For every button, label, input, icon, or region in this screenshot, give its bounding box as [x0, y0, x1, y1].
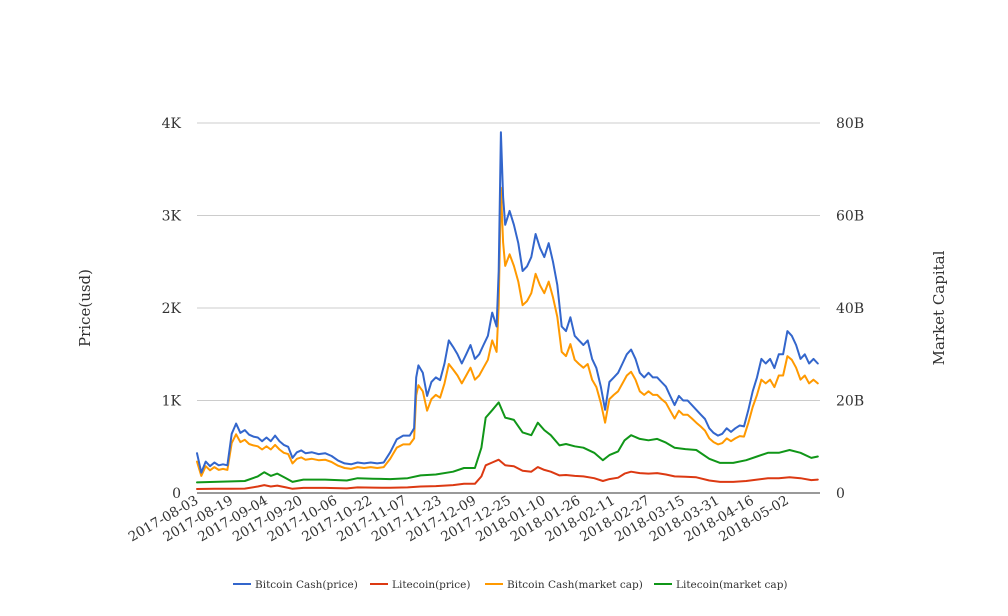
left-y-tick-label: 0: [172, 486, 181, 502]
left-y-tick-label: 1K: [162, 394, 182, 410]
left-y-axis-title: Price(usd): [76, 269, 94, 347]
litecoin-market-cap-line: [196, 401, 819, 484]
series-lines: [196, 131, 819, 490]
left-y-tick-label: 3K: [162, 209, 182, 225]
right-y-tick-label: 60B: [836, 209, 864, 225]
gridlines: [197, 122, 820, 494]
x-axis-ticks: 2017-08-032017-08-192017-09-042017-09-20…: [126, 493, 792, 546]
right-y-axis-title: Market Capital: [930, 250, 948, 365]
left-y-tick-label: 4K: [162, 116, 182, 132]
right-y-tick-label: 80B: [836, 116, 864, 132]
right-y-tick-label: 40B: [836, 301, 864, 317]
legend: Bitcoin Cash(price) Litecoin(price) Bitcoi…: [233, 579, 788, 591]
right-y-axis-ticks: 0 20B 40B 60B 80B: [836, 116, 864, 502]
litecoin-price-line: [196, 458, 819, 490]
left-y-tick-label: 2K: [162, 301, 182, 317]
left-y-axis-ticks: 0 1K 2K 3K 4K: [162, 116, 182, 502]
right-y-tick-label: 0: [836, 486, 845, 502]
right-y-tick-label: 20B: [836, 394, 864, 410]
legend-label: Bitcoin Cash(market cap): [507, 579, 643, 591]
legend-label: Litecoin(price): [392, 579, 470, 591]
bitcoin-cash-market-cap-line: [196, 186, 819, 477]
legend-label: Litecoin(market cap): [676, 579, 788, 591]
legend-label: Bitcoin Cash(price): [255, 579, 358, 591]
bitcoin-cash-price-line: [196, 131, 819, 474]
